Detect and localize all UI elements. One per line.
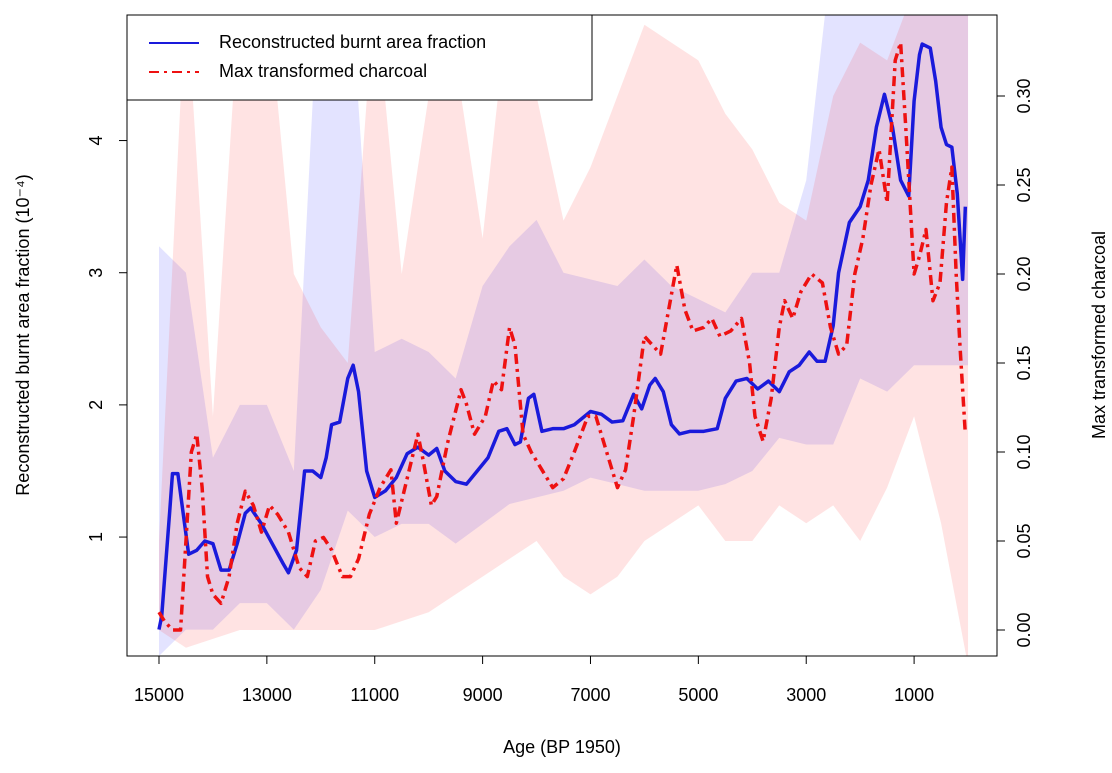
y-tick-label: 1 [86, 532, 106, 542]
data-line [157, 42, 968, 630]
y-axis-label: Reconstructed burnt area fraction (10⁻⁴) [13, 174, 33, 495]
y-tick-label: 2 [86, 400, 106, 410]
x-tick-label: 5000 [678, 685, 718, 705]
x-tick-label: 1000 [894, 685, 934, 705]
uncertainty-band [158, 15, 969, 656]
x-tick-label: 9000 [463, 685, 503, 705]
uncertainty-band [158, 15, 969, 656]
y2-tick-label: 0.30 [1014, 78, 1034, 113]
x-axis-label: Age (BP 1950) [503, 737, 621, 757]
x-tick-label: 7000 [570, 685, 610, 705]
lines [157, 40, 968, 632]
y-tick-label: 4 [86, 136, 106, 146]
x-tick-label: 13000 [242, 685, 292, 705]
data-line [157, 40, 968, 632]
y2-axis-label: Max transformed charcoal [1089, 231, 1109, 439]
legend-box [126, 14, 593, 101]
y2-tick-label: 0.25 [1014, 167, 1034, 202]
y2-tick-label: 0.15 [1014, 345, 1034, 380]
legend-label: Max transformed charcoal [219, 61, 427, 81]
x-tick-label: 11000 [350, 685, 399, 705]
y2-tick-label: 0.00 [1014, 612, 1034, 647]
bands [158, 15, 969, 656]
x-tick-label: 3000 [786, 685, 826, 705]
x-tick-label: 15000 [134, 685, 184, 705]
y-tick-label: 3 [86, 268, 106, 278]
y2-tick-label: 0.05 [1014, 523, 1034, 558]
legend-label: Reconstructed burnt area fraction [219, 32, 486, 52]
y2-tick-label: 0.20 [1014, 256, 1034, 291]
y2-tick-label: 0.10 [1014, 434, 1034, 469]
